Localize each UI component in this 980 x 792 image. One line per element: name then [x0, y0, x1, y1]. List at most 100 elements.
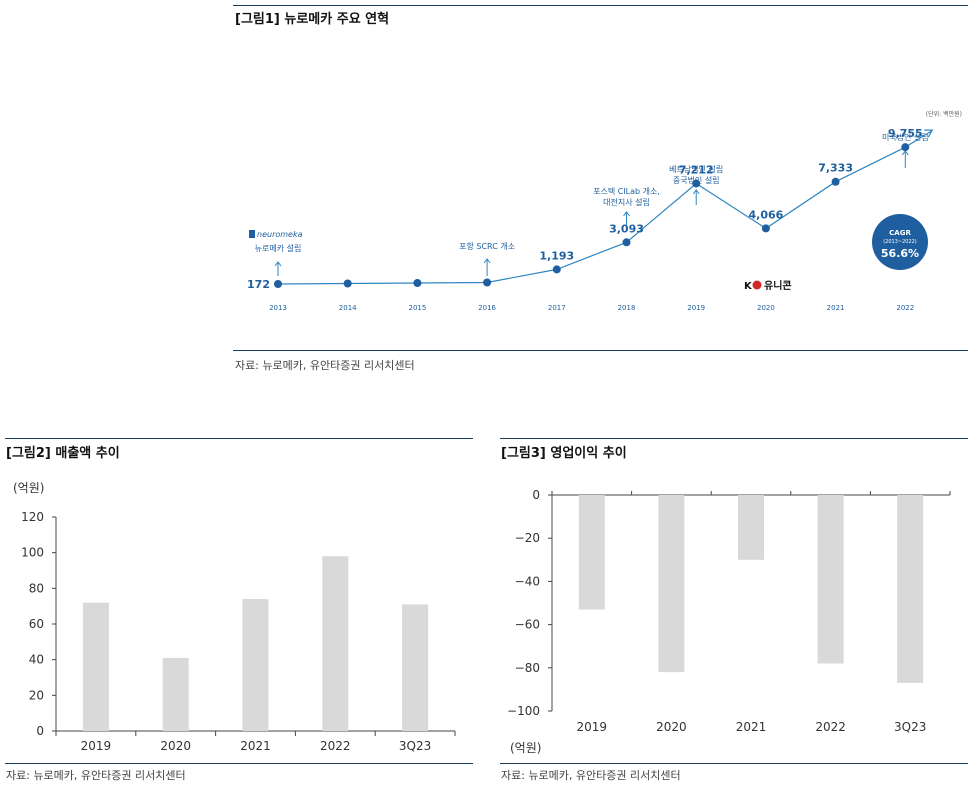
fig1-value-label: 1,193 [539, 249, 574, 262]
fig1-x-tick-label: 2013 [269, 304, 287, 312]
fig1-data-point [274, 280, 282, 288]
fig3-top-rule [500, 438, 968, 439]
fig1-x-tick-label: 2017 [548, 304, 566, 312]
fig1-unit-label: (단위: 백만원) [926, 110, 962, 118]
fig1-x-tick-label: 2018 [618, 304, 636, 312]
fig2-x-tick-label: 2019 [81, 739, 112, 753]
fig3-y-tick-label: 0 [532, 488, 540, 502]
fig1-value-label: 9,755 [888, 127, 923, 140]
fig1-annotation-text: 미국법인 설립 [882, 132, 929, 142]
fig1-series-line [277, 146, 906, 285]
fig1-x-tick-label: 2022 [896, 304, 914, 312]
fig2-bar [322, 556, 349, 731]
fig3-x-tick-label: 3Q23 [894, 720, 926, 734]
fig1-annotation-text: 베트남법인 설립 [669, 164, 723, 174]
cagr-title: CAGR [889, 229, 911, 237]
fig1-annotation-arrowhead [274, 261, 282, 267]
fig1-data-point [552, 265, 561, 274]
fig1-x-tick-label: 2019 [687, 304, 705, 312]
fig1-bottom-rule [233, 350, 968, 351]
fig2-bar [402, 604, 429, 731]
fig1-annotation-text: 포스텍 CILab 개소, [593, 186, 660, 196]
fig1-title: [그림1] 뉴로메카 주요 연혁 [235, 12, 390, 27]
fig1-trend-arrow-head [924, 129, 934, 138]
fig1-annotation-text: 뉴로메카 설립 [255, 243, 302, 253]
fig3-x-tick-label: 2022 [815, 720, 846, 734]
fig1-x-tick-label: 2015 [408, 304, 426, 312]
fig1-annotation-arrowhead [623, 211, 630, 217]
fig2-y-tick-label: 60 [29, 617, 44, 631]
cagr-value: 56.6% [881, 247, 919, 260]
fig1-annotation-text: 대전지사 설립 [603, 197, 650, 207]
fig2-y-tick-label: 40 [29, 653, 44, 667]
fig1-data-point [761, 224, 770, 233]
fig1-data-point [413, 279, 422, 287]
fig2-bottom-rule [5, 763, 473, 764]
fig3-bar [738, 495, 764, 560]
fig3-y-tick-label: −100 [507, 704, 540, 718]
fig1-annotation-text: 포항 SCRC 개소 [459, 241, 515, 251]
fig2-unit-label: (억원) [13, 481, 44, 495]
fig1-top-rule [233, 5, 968, 6]
fig3-y-tick-label: −60 [515, 618, 540, 632]
unicorn-text: 유니콘 [764, 279, 792, 292]
fig1-x-tick-label: 2020 [757, 304, 775, 312]
fig1-trend-arrow-line [904, 130, 932, 148]
fig1-value-label: 3,093 [609, 222, 644, 235]
cagr-badge: CAGR (2013~2022) 56.6% [872, 214, 928, 270]
fig3-title: [그림3] 영업이익 추이 [501, 446, 627, 461]
fig2-x-tick-label: 2021 [240, 739, 271, 753]
fig1-annotation-arrowhead [692, 189, 700, 195]
fig2-y-tick-label: 100 [21, 546, 44, 560]
cagr-period: (2013~2022) [883, 239, 917, 245]
fig1-data-point [901, 143, 910, 152]
fig1-value-label: 4,066 [749, 208, 784, 221]
fig3-y-tick-label: −20 [515, 531, 540, 545]
fig1-value-label: 172 [247, 278, 270, 291]
fig2-bar [242, 599, 269, 731]
fig1-data-point [692, 179, 701, 188]
fig3-x-tick-label: 2021 [736, 720, 767, 734]
neuromeka-logo-text: neuromeka [257, 230, 303, 239]
fig2-y-tick-label: 20 [29, 688, 44, 702]
fig2-title: [그림2] 매출액 추이 [6, 446, 120, 461]
fig1-x-tick-label: 2021 [827, 304, 845, 312]
fig1-annotation-arrowhead [483, 258, 491, 264]
fig3-bar [897, 495, 924, 683]
fig3-bar [817, 495, 844, 664]
unicorn-badge: K 유니콘 [744, 279, 792, 292]
fig2-y-tick-label: 80 [29, 581, 44, 595]
fig3-y-tick-label: −80 [515, 661, 540, 675]
fig2-x-tick-label: 2022 [320, 739, 351, 753]
fig1-data-point [831, 177, 840, 186]
fig1-data-point [483, 278, 492, 287]
fig1-data-point [343, 279, 352, 288]
fig1-source: 자료: 뉴로메카, 유안타증권 리서치센터 [235, 359, 415, 372]
fig3-x-tick-label: 2019 [577, 720, 608, 734]
fig3-x-tick-label: 2020 [656, 720, 687, 734]
cagr-circle [872, 214, 928, 270]
fig3-unit-label: (억원) [510, 741, 541, 755]
fig2-source: 자료: 뉴로메카, 유안타증권 리서치센터 [6, 769, 186, 782]
fig2-top-rule [5, 438, 473, 439]
fig1-data-point [622, 238, 631, 247]
fig3-bar [658, 495, 685, 673]
fig3-bottom-rule [500, 763, 968, 764]
fig2-bar [162, 657, 189, 731]
neuromeka-logo: neuromeka [249, 230, 303, 239]
fig1-x-tick-label: 2014 [339, 304, 357, 312]
fig2-y-tick-label: 120 [21, 510, 44, 524]
fig1-value-label: 7,212 [679, 163, 714, 176]
fig2-x-tick-label: 2020 [160, 739, 191, 753]
fig2-bar [82, 602, 109, 731]
fig1-value-label: 7,333 [818, 162, 853, 175]
fig2-x-tick-label: 3Q23 [399, 739, 431, 753]
fig2-y-tick-label: 0 [36, 724, 44, 738]
unicorn-mark-circle [752, 280, 762, 290]
fig3-y-tick-label: −40 [515, 574, 540, 588]
unicorn-mark: K [744, 281, 753, 292]
fig1-x-tick-label: 2016 [478, 304, 496, 312]
